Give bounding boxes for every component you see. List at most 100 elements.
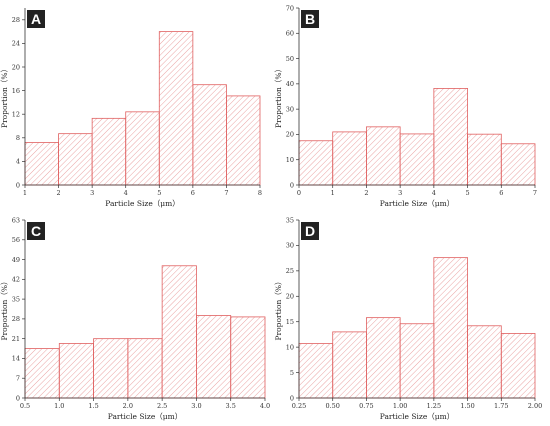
histogram-bar <box>366 317 401 399</box>
chart-panel-b: 0 10 20 30 40 50 60 70 0 1 2 3 4 5 6 7 Particle Size（μm）… <box>274 4 537 208</box>
x-tick-label: 1.5 <box>88 402 98 410</box>
panel-letter: C <box>31 223 41 239</box>
x-axis-label: Particle Size（μm） <box>380 199 455 208</box>
histogram-bar <box>332 331 367 399</box>
panel-badge <box>301 222 319 240</box>
y-axis-label: Proportion（%） <box>0 278 9 341</box>
x-tick-label: 1.25 <box>427 402 441 410</box>
y-tick-label: 7 <box>16 375 20 383</box>
x-tick-label: 2 <box>57 189 61 197</box>
x-tick-label: 1.0 <box>54 402 64 410</box>
panel-badge <box>27 10 45 28</box>
histogram-bar <box>399 323 435 399</box>
y-tick-label: 21 <box>12 335 20 343</box>
x-tick-label: 3 <box>398 189 402 197</box>
x-tick-label: 7 <box>533 189 537 197</box>
histogram-bar <box>366 126 401 186</box>
x-tick-label: 0 <box>297 189 301 197</box>
histogram-bar <box>500 333 536 399</box>
x-axis-label: Particle Size（μm） <box>105 199 180 208</box>
histogram-bar <box>298 343 334 399</box>
x-tick-label: 5 <box>466 189 470 197</box>
x-tick-label: 2.00 <box>528 402 542 410</box>
panel-badge <box>27 222 45 240</box>
x-axis-label: Particle Size（μm） <box>380 412 455 421</box>
x-tick-label: 4 <box>124 189 128 197</box>
y-tick-label: 10 <box>286 343 294 351</box>
histogram-bar <box>196 315 232 399</box>
y-tick-label: 5 <box>290 369 294 377</box>
histogram-bar <box>298 140 334 186</box>
y-tick-label: 0 <box>16 181 20 189</box>
y-tick-label: 4 <box>16 158 20 166</box>
x-tick-label: 6 <box>191 189 195 197</box>
y-tick-label: 10 <box>286 156 294 164</box>
x-tick-label: 4.0 <box>260 402 270 410</box>
x-tick-label: 1.50 <box>460 402 474 410</box>
x-tick-label: 1.75 <box>494 402 508 410</box>
x-tick-label: 1 <box>331 189 335 197</box>
y-tick-label: 8 <box>16 134 20 142</box>
y-tick-label: 28 <box>12 16 20 24</box>
y-tick-label: 70 <box>286 4 294 12</box>
y-tick-label: 50 <box>286 55 294 63</box>
histogram-bar <box>24 348 60 399</box>
y-tick-label: 16 <box>12 87 20 95</box>
x-tick-label: 1 <box>23 189 27 197</box>
y-axis-label: Proportion（%） <box>274 278 283 341</box>
x-tick-label: 0.75 <box>359 402 373 410</box>
panel-badge <box>301 10 319 28</box>
y-tick-label: 28 <box>12 315 20 323</box>
histogram-bar <box>127 338 163 399</box>
y-tick-label: 15 <box>286 318 294 326</box>
y-tick-label: 35 <box>286 216 294 224</box>
x-tick-label: 3.0 <box>191 402 201 410</box>
x-axis-label: Particle Size（μm） <box>108 412 183 421</box>
histogram-bar <box>399 133 435 186</box>
histogram-bar <box>226 95 261 186</box>
y-tick-label: 20 <box>286 131 294 139</box>
y-axis-label: Proportion（%） <box>0 65 9 128</box>
histogram-bar <box>467 325 502 399</box>
x-tick-label: 0.50 <box>325 402 339 410</box>
panel-letter: D <box>305 223 315 239</box>
histogram-bar <box>93 338 129 399</box>
y-tick-label: 0 <box>290 181 294 189</box>
chart-panel-d: 0 5 10 15 20 25 30 35 0.25 0.50 0.75 1.00 1.25 1.50 1.… <box>274 216 542 421</box>
x-tick-label: 0.5 <box>20 402 30 410</box>
y-tick-label: 49 <box>12 256 20 264</box>
histogram-bar <box>500 143 536 186</box>
x-tick-label: 5 <box>157 189 161 197</box>
panel-letter: A <box>31 11 41 27</box>
y-tick-label: 56 <box>12 236 20 244</box>
x-tick-label: 8 <box>258 189 262 197</box>
y-tick-label: 60 <box>286 30 294 38</box>
histogram-bar <box>433 257 468 399</box>
histogram-bar <box>58 133 93 186</box>
histogram-bar <box>332 131 367 186</box>
y-tick-label: 30 <box>286 242 294 250</box>
x-tick-label: 2.5 <box>157 402 167 410</box>
y-tick-label: 24 <box>12 40 20 48</box>
y-axis-label: Proportion（%） <box>274 65 283 128</box>
x-tick-label: 7 <box>224 189 228 197</box>
x-tick-label: 6 <box>499 189 503 197</box>
x-tick-label: 3 <box>90 189 94 197</box>
y-tick-label: 0 <box>16 394 20 402</box>
y-tick-label: 20 <box>286 293 294 301</box>
y-tick-label: 25 <box>286 267 294 275</box>
histogram-bar <box>433 88 468 186</box>
x-tick-label: 0.25 <box>292 402 306 410</box>
x-tick-label: 2 <box>364 189 368 197</box>
y-tick-label: 42 <box>12 276 20 284</box>
y-tick-label: 12 <box>12 111 20 119</box>
histogram-bar <box>158 31 194 186</box>
y-tick-label: 63 <box>12 216 20 224</box>
y-tick-label: 0 <box>290 394 294 402</box>
x-tick-label: 3.5 <box>226 402 236 410</box>
y-tick-label: 20 <box>12 63 20 71</box>
histogram-bar <box>467 133 502 186</box>
y-tick-label: 14 <box>12 355 20 363</box>
chart-panel-c: 0 7 14 21 28 35 42 49 56 63 0.5 1.0 1.5 2.0 2.5 3.0 3.5 4… <box>0 216 270 421</box>
